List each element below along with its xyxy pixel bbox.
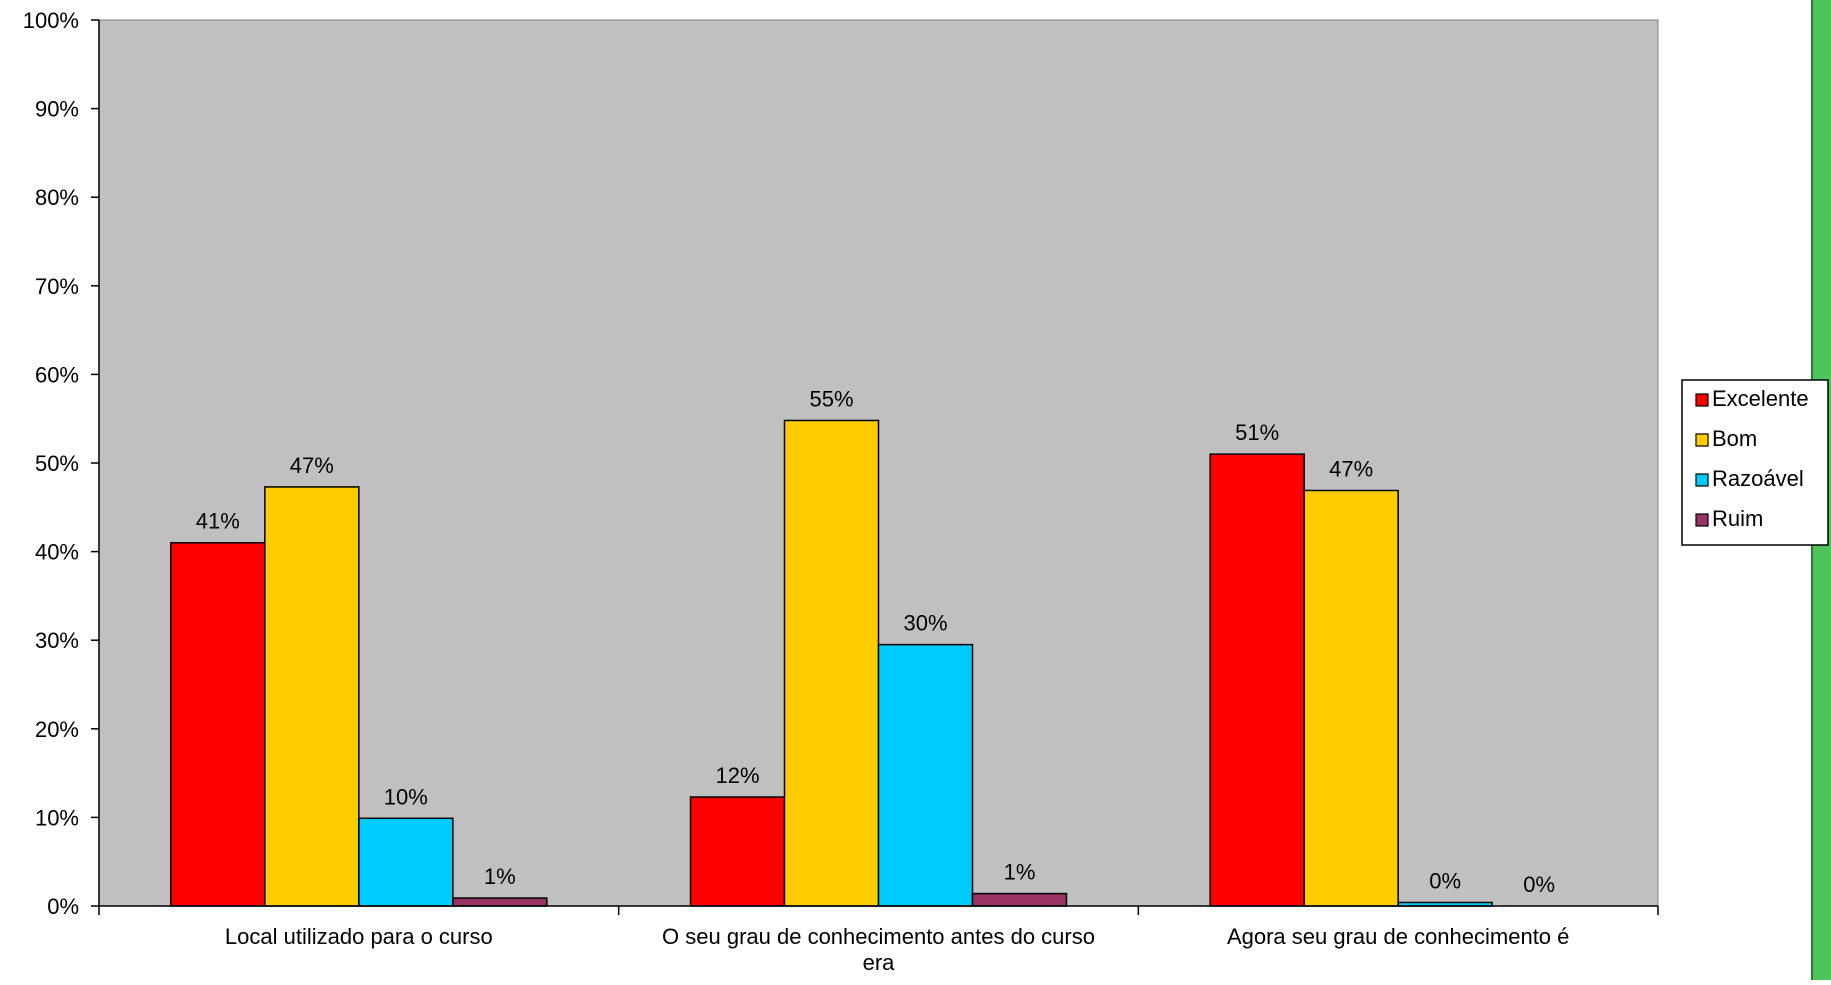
legend: Excelente Bom Razoável Ruim (1681, 379, 1829, 546)
bar-excelente-2 (689, 796, 786, 907)
x-category-label-2-line-1: O seu grau de conhecimento antes do curs… (662, 924, 1095, 949)
y-tick-label-20: 20% (35, 717, 79, 742)
bar-bom-1 (264, 486, 360, 907)
y-tick-label-60: 60% (35, 362, 79, 387)
bar-bom-2 (783, 419, 880, 907)
y-tick-label-40: 40% (35, 540, 79, 565)
bar-ruim-2 (971, 892, 1068, 907)
y-tick-label-0: 0% (47, 894, 79, 919)
data-label-excelente-1: 41% (196, 509, 240, 534)
x-category-label-3: Agora seu grau de conhecimento é (1227, 924, 1569, 949)
y-tick-label-90: 90% (35, 97, 79, 122)
bars-layer (170, 419, 1493, 907)
data-label-razoavel-3: 0% (1429, 868, 1461, 893)
data-label-ruim-3: 0% (1523, 872, 1555, 897)
legend-label-ruim: Ruim (1712, 506, 1763, 531)
data-label-bom-1: 47% (290, 453, 334, 478)
bar-excelente-1 (170, 541, 266, 907)
legend-swatch-bom (1695, 433, 1709, 447)
x-category-label-2-line-2: era (863, 950, 896, 975)
bar-bom-3 (1303, 489, 1399, 907)
data-label-ruim-1: 1% (484, 864, 516, 889)
legend-swatch-excelente (1695, 393, 1709, 407)
bar-ruim-1 (452, 897, 548, 907)
legend-swatch-razoavel (1695, 473, 1709, 487)
y-tick-label-100: 100% (23, 8, 79, 33)
axes-layer: 0% 10% 20% 30% 40% 50% 60% 70% 80% 90% 100% Local u… (23, 8, 1659, 975)
legend-label-bom: Bom (1712, 426, 1757, 451)
x-category-label-1: Local utilizado para o curso (225, 924, 493, 949)
bar-razoavel-2 (877, 643, 974, 907)
y-tick-label-70: 70% (35, 274, 79, 299)
data-label-bom-2: 55% (809, 386, 853, 411)
data-label-excelente-2: 12% (715, 763, 759, 788)
legend-label-razoavel: Razoável (1712, 466, 1804, 491)
data-label-razoavel-2: 30% (903, 611, 947, 636)
bar-excelente-3 (1209, 453, 1305, 907)
data-label-razoavel-1: 10% (384, 784, 428, 809)
y-tick-label-50: 50% (35, 451, 79, 476)
legend-label-excelente: Excelente (1712, 386, 1809, 411)
y-tick-label-10: 10% (35, 805, 79, 830)
y-tick-label-80: 80% (35, 185, 79, 210)
data-label-bom-3: 47% (1329, 456, 1373, 481)
labels-layer: 41% 12% 51% 47% 55% 47% 10% 30% 0% 1% 1% 0% (196, 386, 1555, 897)
data-label-excelente-3: 51% (1235, 420, 1279, 445)
y-tick-label-30: 30% (35, 628, 79, 653)
bar-razoavel-1 (358, 817, 454, 907)
legend-swatch-ruim (1695, 513, 1709, 527)
data-label-ruim-2: 1% (1004, 860, 1036, 885)
